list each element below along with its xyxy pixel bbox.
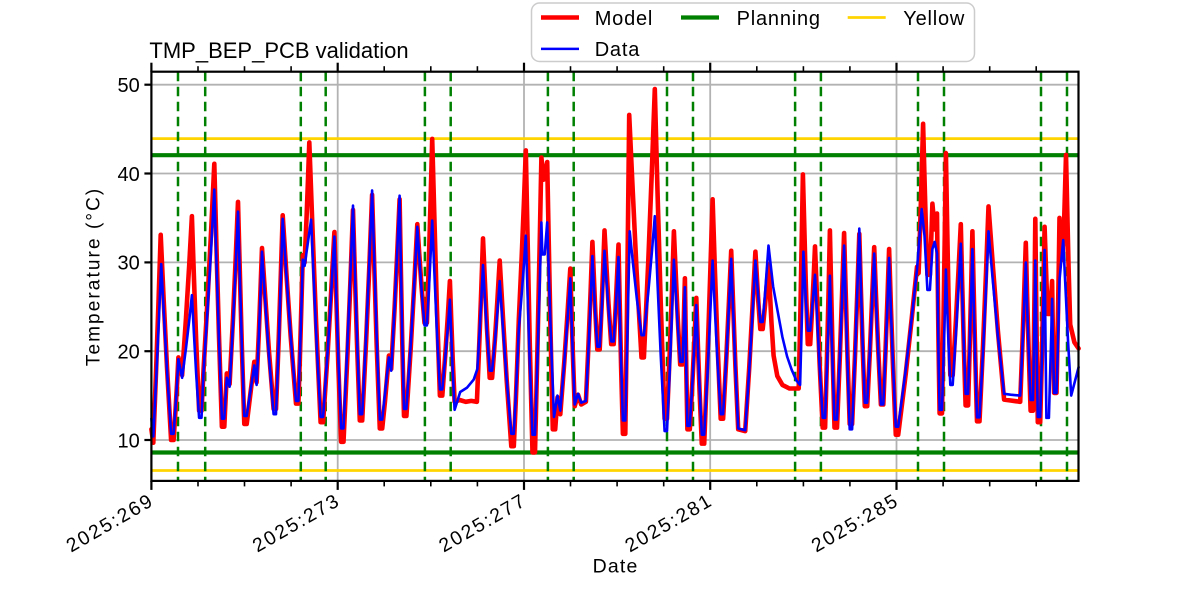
svg-text:40: 40 <box>118 164 140 186</box>
svg-text:Yellow: Yellow <box>903 8 965 30</box>
svg-text:Temperature (°C): Temperature (°C) <box>84 187 105 367</box>
svg-text:20: 20 <box>118 342 140 364</box>
svg-text:Model: Model <box>595 8 653 30</box>
svg-text:Data: Data <box>595 39 641 61</box>
svg-text:50: 50 <box>118 75 140 97</box>
svg-text:TMP_BEP_PCB validation: TMP_BEP_PCB validation <box>149 38 408 63</box>
svg-text:30: 30 <box>118 253 140 275</box>
svg-text:Date: Date <box>593 556 639 578</box>
svg-text:Planning: Planning <box>737 8 821 30</box>
svg-text:10: 10 <box>118 430 140 452</box>
